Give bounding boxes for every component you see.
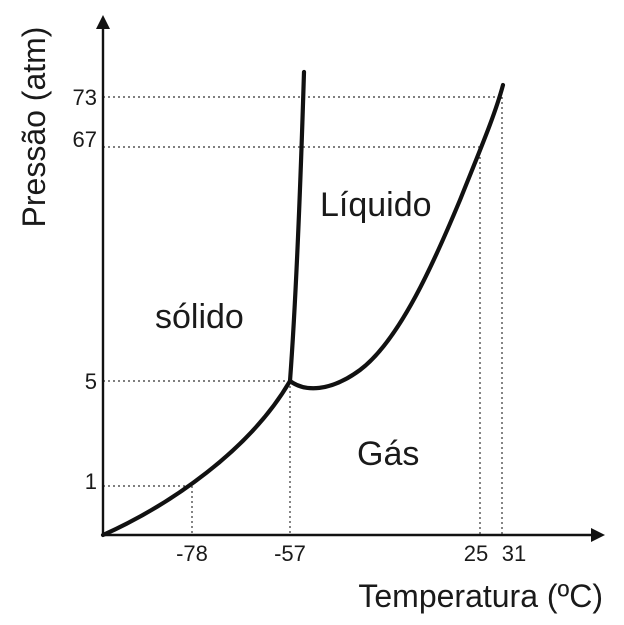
x-axis-label: Temperatura (ºC) [358, 578, 603, 614]
vaporization-curve [287, 82, 506, 391]
region-label-solid: sólido [155, 298, 244, 336]
sublimation-curve [100, 378, 293, 538]
y-tick-67: 67 [73, 127, 97, 152]
y-tick-73: 73 [73, 85, 97, 110]
x-tick-minus57: -57 [274, 541, 306, 566]
x-tick-minus78: -78 [176, 541, 208, 566]
y-axis-label: Pressão (atm) [16, 27, 52, 228]
y-tick-1: 1 [85, 469, 97, 494]
region-label-liquid: Líquido [320, 186, 432, 224]
x-tick-31: 31 [502, 541, 526, 566]
y-tick-5: 5 [85, 369, 97, 394]
guide-lines [103, 96, 503, 535]
fusion-curve [287, 69, 307, 384]
x-tick-25: 25 [464, 541, 488, 566]
region-label-gas: Gás [357, 435, 419, 473]
